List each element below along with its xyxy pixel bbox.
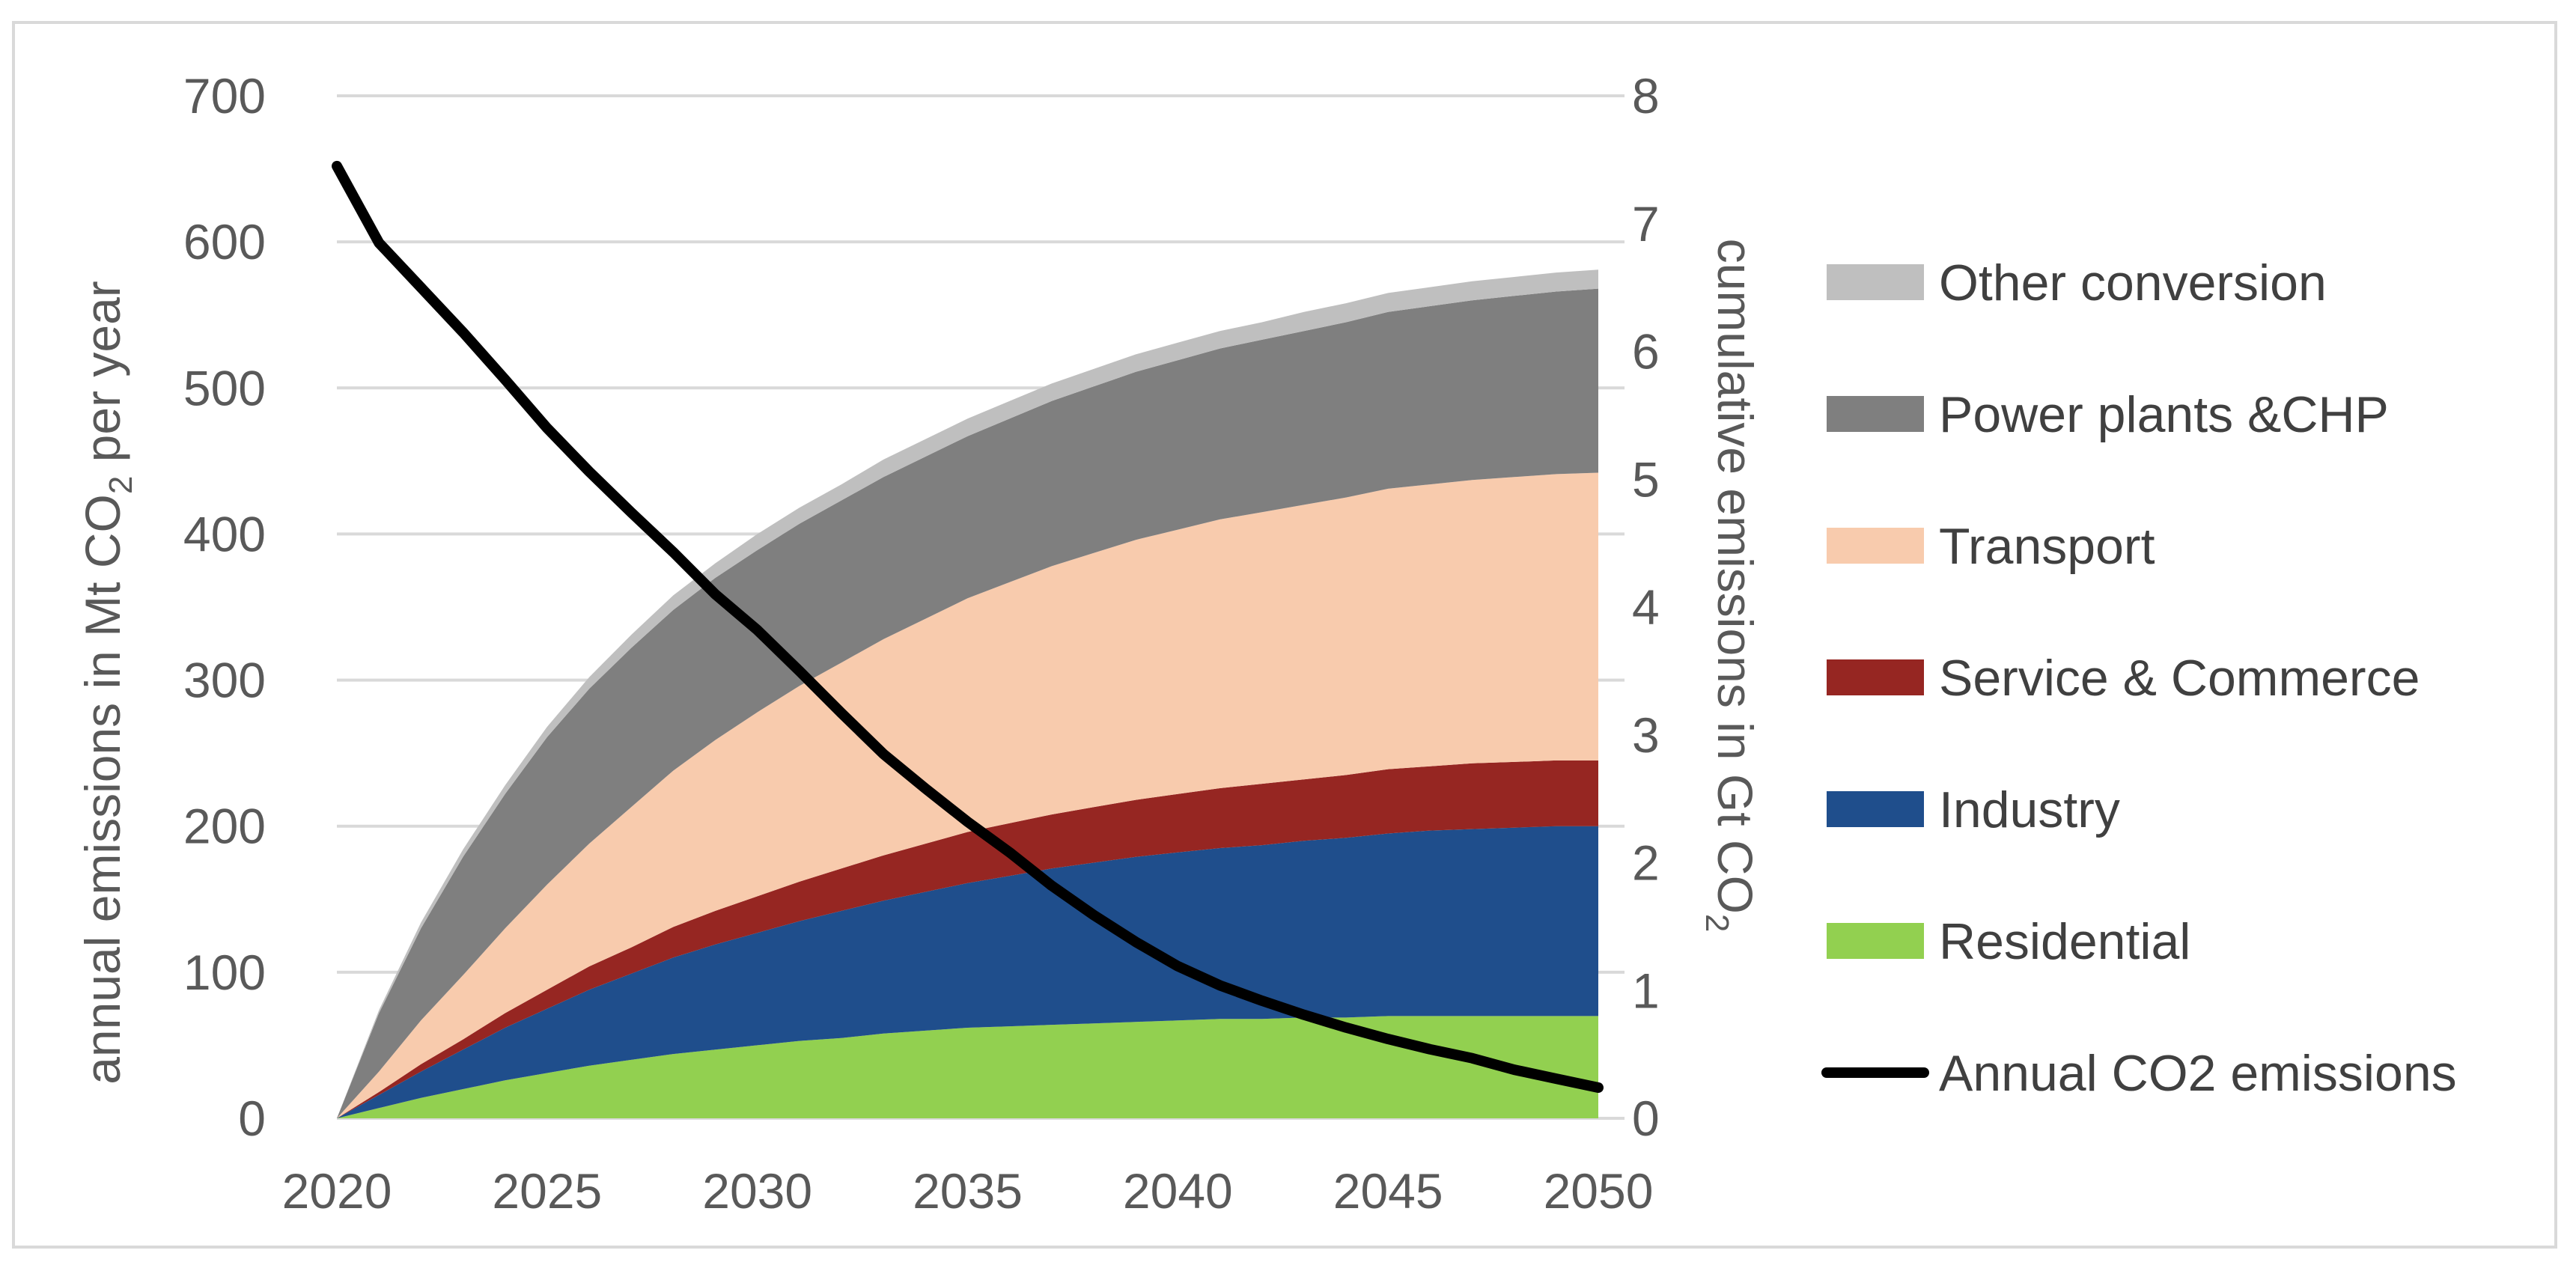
- legend-label-industry: Industry: [1939, 781, 2120, 838]
- right-tick-label: 6: [1632, 324, 1660, 380]
- area-transport: [337, 472, 1598, 1118]
- right-tick-label: 3: [1632, 707, 1660, 763]
- left-tick-label: 100: [183, 945, 266, 1000]
- area-residential: [337, 1016, 1598, 1118]
- right-tick-label: 8: [1632, 68, 1660, 124]
- legend-swatch-transport: [1827, 528, 1924, 564]
- x-tick-label: 2030: [702, 1163, 812, 1219]
- x-tick-label: 2035: [913, 1163, 1023, 1219]
- x-tick-label: 2025: [492, 1163, 602, 1219]
- left-tick-label: 600: [183, 214, 266, 269]
- right-tick-label: 5: [1632, 451, 1660, 507]
- left-tick-label: 300: [183, 653, 266, 708]
- left-axis-ticks: 0 100 200 300 400 500 600 700: [183, 68, 266, 1146]
- legend-label-other-conversion: Other conversion: [1939, 254, 2327, 311]
- left-tick-label: 700: [183, 68, 266, 124]
- x-tick-label: 2020: [282, 1163, 392, 1219]
- area-service-commerce: [337, 760, 1598, 1118]
- right-tick-label: 4: [1632, 579, 1660, 635]
- legend-swatch-other-conversion: [1827, 264, 1924, 300]
- left-tick-label: 500: [183, 360, 266, 415]
- legend-swatch-service-commerce: [1827, 659, 1924, 695]
- legend-label-transport: Transport: [1939, 518, 2155, 575]
- legend-label-power-plants-chp: Power plants &CHP: [1939, 386, 2389, 443]
- left-tick-label: 0: [238, 1091, 266, 1146]
- left-tick-label: 200: [183, 799, 266, 854]
- stacked-areas: [337, 269, 1598, 1119]
- left-tick-label: 400: [183, 506, 266, 561]
- area-industry: [337, 826, 1598, 1118]
- legend-label-annual-co2-emissions: Annual CO2 emissions: [1939, 1045, 2457, 1102]
- x-tick-label: 2040: [1123, 1163, 1233, 1219]
- legend: Other conversion Power plants &CHP Transpo…: [1821, 254, 2457, 1102]
- x-tick-label: 2045: [1333, 1163, 1443, 1219]
- legend-swatch-power-plants-chp: [1827, 396, 1924, 432]
- right-axis-title: cumulative emissions in Gt CO2: [1699, 239, 1763, 933]
- area-power-plants-chp: [337, 288, 1598, 1119]
- right-tick-label: 1: [1632, 963, 1660, 1018]
- annual-line-layer: [332, 160, 1604, 1093]
- right-tick-label: 0: [1632, 1091, 1660, 1146]
- legend-label-residential: Residential: [1939, 913, 2190, 970]
- left-axis-title: annual emissions in Mt CO2 per year: [75, 281, 139, 1085]
- right-tick-label: 7: [1632, 196, 1660, 252]
- legend-swatch-industry: [1827, 791, 1924, 827]
- line-annual-co2-emissions: [332, 160, 1604, 1093]
- x-tick-label: 2050: [1544, 1163, 1654, 1219]
- x-axis-ticks: 2020 2025 2030 2035 2040 2045 2050: [282, 1163, 1654, 1219]
- legend-swatch-residential: [1827, 923, 1924, 959]
- legend-label-service-commerce: Service & Commerce: [1939, 650, 2420, 707]
- right-axis-ticks: 0 1 2 3 4 5 6 7 8: [1632, 68, 1660, 1146]
- right-tick-label: 2: [1632, 835, 1660, 891]
